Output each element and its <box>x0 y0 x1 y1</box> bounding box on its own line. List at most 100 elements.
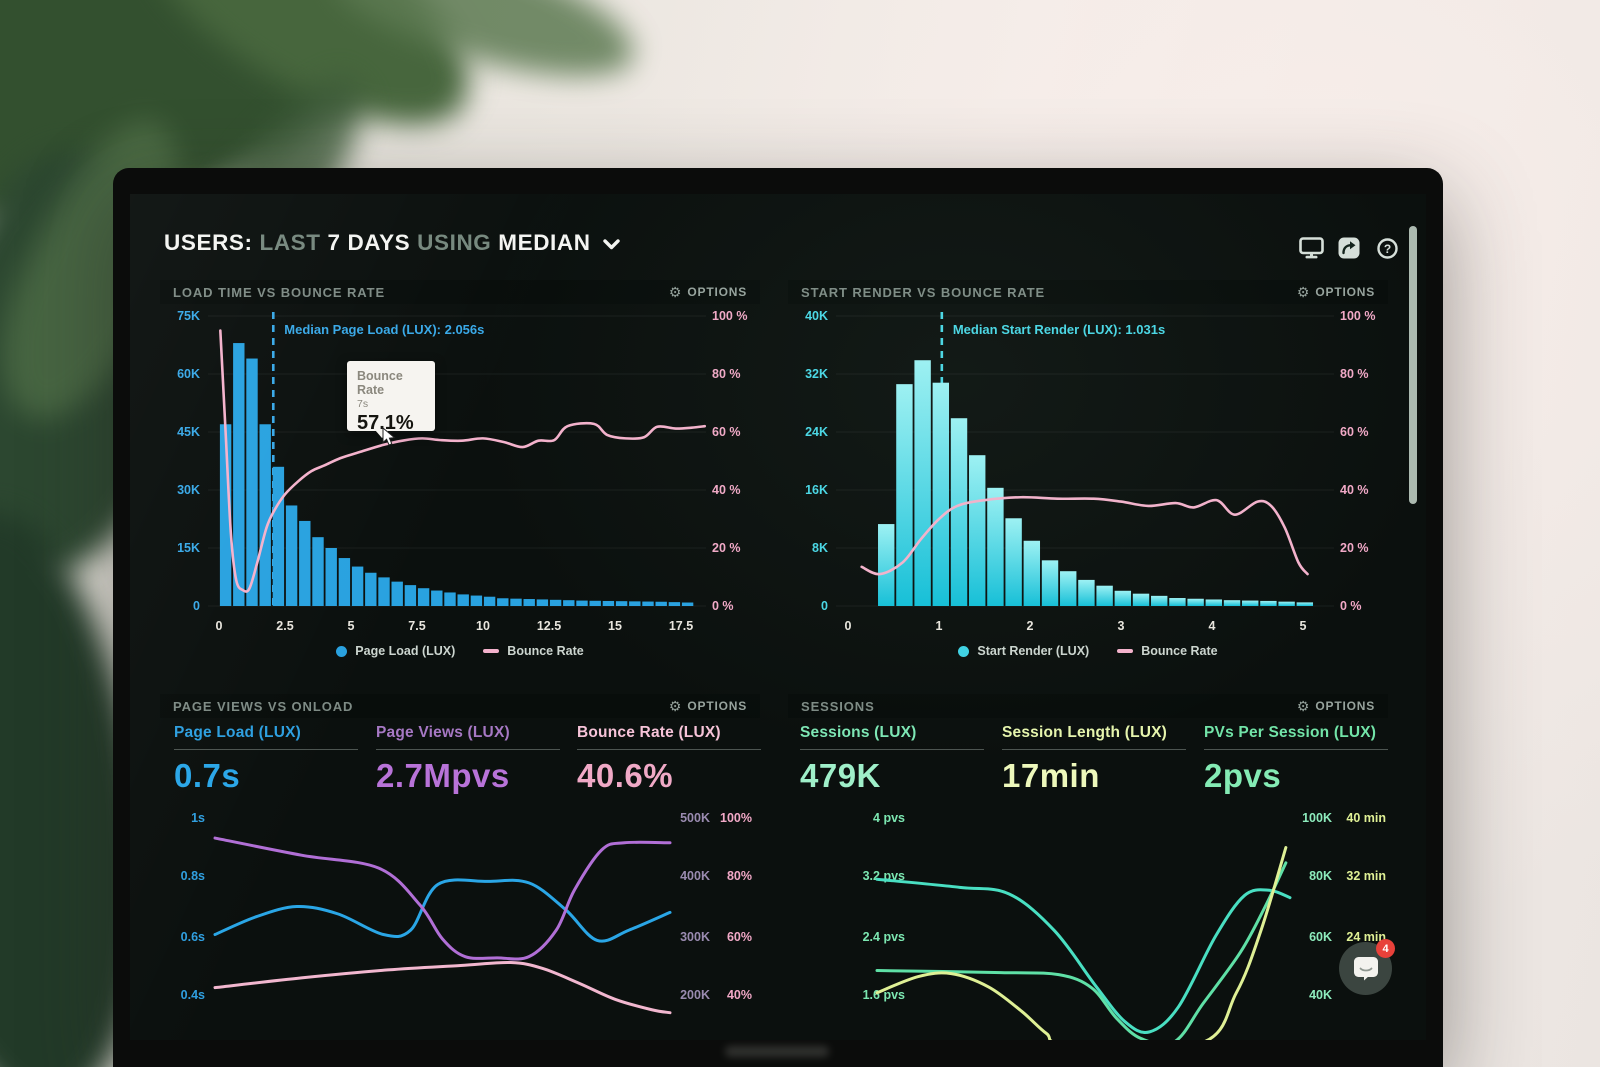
x-axis-tick: 12.5 <box>537 619 561 633</box>
options-button[interactable]: ⚙ OPTIONS <box>1296 698 1375 714</box>
page-title[interactable]: USERS: LAST 7 DAYS USING MEDIAN <box>164 230 620 256</box>
bar[interactable] <box>1041 560 1059 606</box>
bar[interactable] <box>219 424 232 606</box>
bar[interactable] <box>950 418 968 606</box>
mouse-cursor-icon <box>382 426 398 452</box>
bar[interactable] <box>1205 599 1223 606</box>
bar[interactable] <box>969 455 986 606</box>
metric-bounce-rate: Bounce Rate (LUX) 40.6% <box>577 724 761 795</box>
title-segment: USING <box>410 230 492 255</box>
bar[interactable] <box>576 600 588 606</box>
bar[interactable] <box>932 382 950 606</box>
x-axis-tick: 1 <box>936 619 943 633</box>
bar[interactable] <box>1260 600 1277 606</box>
chevron-down-icon[interactable] <box>602 230 620 256</box>
chart-start-render-vs-bounce-rate[interactable]: 40K 100 % 32K 80 % 24K 60 % 16K 40 % 8K 20 % 0 0 % 0… <box>788 304 1388 642</box>
bar[interactable] <box>457 594 469 606</box>
bar[interactable] <box>351 566 364 606</box>
bar[interactable] <box>259 424 271 606</box>
bar[interactable] <box>1187 598 1204 606</box>
bar[interactable] <box>233 343 245 606</box>
bar[interactable] <box>615 601 628 606</box>
options-button[interactable]: ⚙ OPTIONS <box>1296 284 1375 300</box>
chart-sessions[interactable]: 4 pvs 100K 40 min 3.2 pvs 80K 32 min 2.4 pvs 60… <box>788 795 1388 1040</box>
metric-value: 40.6% <box>577 757 674 794</box>
bar[interactable] <box>431 590 443 606</box>
display-icon[interactable] <box>1298 236 1324 260</box>
scrollbar-thumb[interactable] <box>1409 226 1417 504</box>
bar[interactable] <box>378 577 390 606</box>
bar[interactable] <box>681 602 694 606</box>
bar[interactable] <box>1296 602 1314 606</box>
bar[interactable] <box>878 524 895 606</box>
legend-swatch <box>958 645 970 657</box>
bar[interactable] <box>602 600 615 606</box>
bar[interactable] <box>1223 600 1241 606</box>
bar[interactable] <box>470 595 483 606</box>
options-button[interactable]: ⚙ OPTIONS <box>668 284 747 300</box>
bar[interactable] <box>655 601 667 606</box>
chart-load-time-vs-bounce-rate[interactable]: 75K 100 % 60K 80 % 45K 60 % 30K 40 % 15K 20 % 0 0 %… <box>160 304 760 642</box>
title-segment: MEDIAN <box>491 230 591 255</box>
bar[interactable] <box>549 599 562 606</box>
bar[interactable] <box>365 572 377 606</box>
bar[interactable] <box>338 558 351 606</box>
bar[interactable] <box>1005 518 1022 606</box>
options-button[interactable]: ⚙ OPTIONS <box>668 698 747 714</box>
bar[interactable] <box>1132 593 1150 606</box>
bar[interactable] <box>417 588 430 606</box>
bar[interactable] <box>1151 595 1168 606</box>
x-axis-tick: 4 <box>1209 619 1216 633</box>
bar[interactable] <box>404 585 417 606</box>
bar[interactable] <box>914 360 931 606</box>
bar[interactable] <box>1169 598 1186 606</box>
x-axis-tick: 5 <box>348 619 355 633</box>
y-axis-tick-right: 0 % <box>1340 599 1362 613</box>
bar[interactable] <box>987 487 1004 606</box>
bar[interactable] <box>272 466 285 606</box>
tooltip-series-name: Bounce Rate <box>357 369 403 397</box>
bar[interactable] <box>589 600 601 606</box>
bar[interactable] <box>642 601 654 606</box>
bar[interactable] <box>299 520 311 606</box>
median-label: Median Start Render (LUX): 1.031s <box>953 322 1165 337</box>
bar[interactable] <box>1114 590 1132 606</box>
bar[interactable] <box>629 601 641 606</box>
chat-button[interactable]: 4 <box>1339 939 1395 995</box>
bar[interactable] <box>668 602 681 606</box>
help-icon[interactable]: ? <box>1374 236 1400 260</box>
bar[interactable] <box>896 384 913 606</box>
bar[interactable] <box>1078 579 1095 606</box>
bar[interactable] <box>536 599 549 606</box>
chart-page-views-vs-onload[interactable]: 1s 500K 100% 0.8s 400K 80% 0.6s 300K 60% 0.4s 200K… <box>160 795 760 1040</box>
bar[interactable] <box>325 548 337 606</box>
legend-swatch <box>1117 649 1134 653</box>
bar[interactable] <box>563 600 575 606</box>
bar[interactable] <box>1242 600 1259 606</box>
legend-item: Start Render (LUX) <box>958 644 1089 658</box>
bar[interactable] <box>391 581 403 606</box>
bar[interactable] <box>1023 540 1041 606</box>
y-axis-tick-right-primary: 40K <box>1309 988 1332 1002</box>
y-axis-tick-left: 24K <box>805 425 828 439</box>
bar[interactable] <box>285 505 298 606</box>
legend-item: Bounce Rate <box>1117 644 1218 658</box>
bar[interactable] <box>1060 571 1077 606</box>
bar[interactable] <box>1278 601 1295 606</box>
bar[interactable] <box>483 596 496 606</box>
bar[interactable] <box>246 358 258 606</box>
bar[interactable] <box>510 598 522 606</box>
chart-svg-load-time-vs-bounce-rate: 75K 100 % 60K 80 % 45K 60 % 30K 40 % 15K 20 % 0 0 %… <box>177 309 747 633</box>
y-axis-tick-left: 40K <box>805 309 828 323</box>
bar[interactable] <box>523 599 535 606</box>
share-icon[interactable] <box>1336 236 1362 260</box>
y-axis-tick-right-primary: 100K <box>1302 811 1332 825</box>
y-axis-tick-left: 0 <box>193 599 200 613</box>
bar[interactable] <box>312 537 324 606</box>
chart-legend: Page Load (LUX) Bounce Rate <box>160 644 760 658</box>
y-axis-tick-left: 1s <box>191 811 205 825</box>
bar[interactable] <box>444 592 456 606</box>
bar[interactable] <box>497 598 509 606</box>
bar[interactable] <box>1096 585 1113 606</box>
y-axis-tick-left: 8K <box>812 541 828 555</box>
